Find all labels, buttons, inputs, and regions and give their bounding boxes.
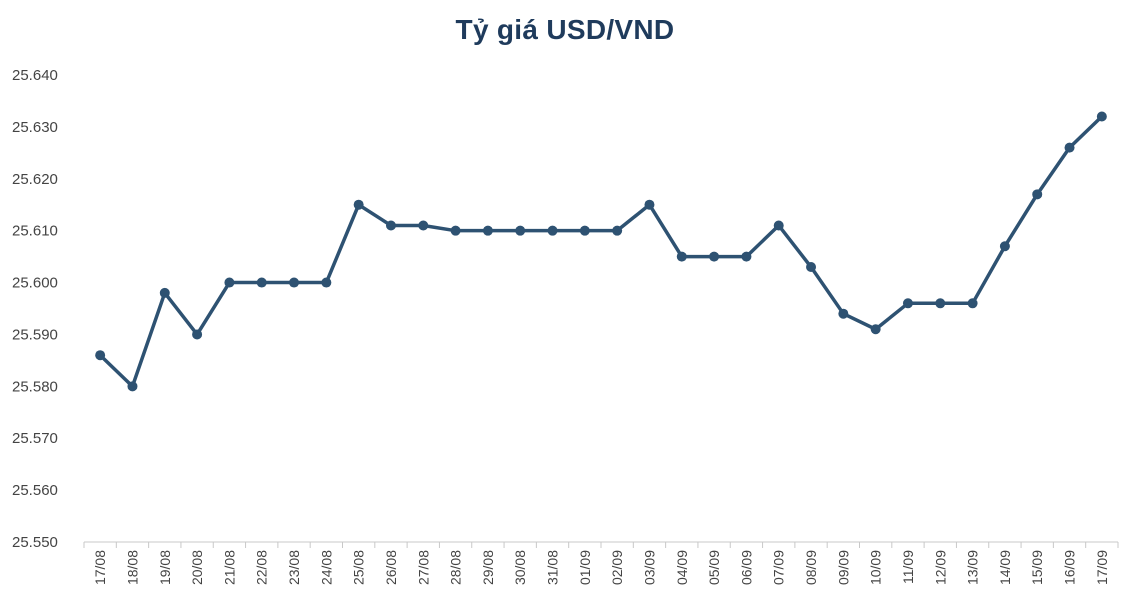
data-point — [967, 298, 978, 309]
data-point — [224, 277, 235, 288]
x-tick-label: 04/09 — [674, 550, 690, 585]
data-point — [192, 329, 203, 340]
data-point — [482, 225, 493, 236]
data-point — [838, 308, 849, 319]
data-point — [547, 225, 558, 236]
data-point — [902, 298, 913, 309]
data-point — [353, 199, 364, 210]
y-tick-label: 25.550 — [12, 534, 58, 551]
x-tick-label: 27/08 — [415, 550, 431, 585]
x-tick-label: 23/08 — [286, 550, 302, 585]
chart-title: Tỷ giá USD/VND — [455, 14, 675, 45]
data-point — [644, 199, 655, 210]
data-point — [999, 241, 1010, 252]
data-point — [159, 287, 170, 298]
x-tick-label: 07/09 — [771, 550, 787, 585]
data-point — [806, 261, 817, 272]
series-line-group — [95, 111, 1107, 392]
data-point — [935, 298, 946, 309]
y-tick-label: 25.630 — [12, 119, 58, 136]
x-tick-label: 17/08 — [92, 550, 108, 585]
x-tick-label: 25/08 — [351, 550, 367, 585]
y-tick-label: 25.590 — [12, 326, 58, 343]
y-tick-label: 25.600 — [12, 275, 58, 292]
y-tick-label: 25.640 — [12, 67, 58, 84]
x-tick-label: 03/09 — [641, 550, 657, 585]
data-point — [450, 225, 461, 236]
y-tick-label: 25.610 — [12, 223, 58, 240]
x-tick-label: 15/09 — [1029, 550, 1045, 585]
x-tick-label: 26/08 — [383, 550, 399, 585]
x-tick-label: 24/08 — [318, 550, 334, 585]
y-tick-label: 25.570 — [12, 430, 58, 447]
data-point — [127, 381, 138, 392]
data-point — [1064, 142, 1075, 153]
x-axis: 17/08 18/08 19/08 20/08 21/08 22/08 23/08 24/08… — [83, 541, 1119, 585]
x-tick-label: 21/08 — [221, 550, 237, 585]
y-axis: 25.550 25.560 25.570 25.580 25.590 25.600 25.6… — [12, 67, 58, 551]
data-point — [95, 350, 106, 361]
x-tick-label: 02/09 — [609, 550, 625, 585]
x-tick-label: 05/09 — [706, 550, 722, 585]
data-point — [515, 225, 526, 236]
x-tick-label: 30/08 — [512, 550, 528, 585]
x-tick-label: 06/09 — [738, 550, 754, 585]
x-tick-label: 28/08 — [448, 550, 464, 585]
x-tick-label: 19/08 — [157, 550, 173, 585]
x-tick-label: 20/08 — [189, 550, 205, 585]
y-tick-label: 25.620 — [12, 171, 58, 188]
x-tick-label: 22/08 — [254, 550, 270, 585]
data-point — [870, 324, 881, 335]
x-tick-label: 01/09 — [577, 550, 593, 585]
data-point — [256, 277, 267, 288]
x-tick-label: 11/09 — [900, 550, 916, 584]
x-tick-label: 14/09 — [997, 550, 1013, 585]
x-tick-label: 29/08 — [480, 550, 496, 585]
y-tick-label: 25.560 — [12, 482, 58, 499]
data-point — [709, 251, 720, 262]
x-tick-label: 09/09 — [835, 550, 851, 585]
x-tick-label: 08/09 — [803, 550, 819, 585]
series-line — [98, 114, 1104, 389]
data-point — [676, 251, 687, 262]
y-tick-label: 25.580 — [12, 378, 58, 395]
x-tick-label: 17/09 — [1094, 550, 1110, 585]
data-point — [1096, 111, 1107, 122]
data-point — [741, 251, 752, 262]
data-point — [321, 277, 332, 288]
x-tick-label: 16/09 — [1062, 550, 1078, 585]
data-point — [1032, 189, 1043, 200]
data-point — [418, 220, 429, 231]
x-tick-label: 10/09 — [868, 550, 884, 585]
data-point — [612, 225, 623, 236]
x-tick-label: 18/08 — [124, 550, 140, 585]
data-point — [385, 220, 396, 231]
x-tick-label: 12/09 — [932, 550, 948, 585]
data-point — [289, 277, 300, 288]
x-tick-label: 13/09 — [965, 550, 981, 585]
x-tick-label: 31/08 — [545, 550, 561, 585]
data-point — [773, 220, 784, 231]
data-point — [579, 225, 590, 236]
